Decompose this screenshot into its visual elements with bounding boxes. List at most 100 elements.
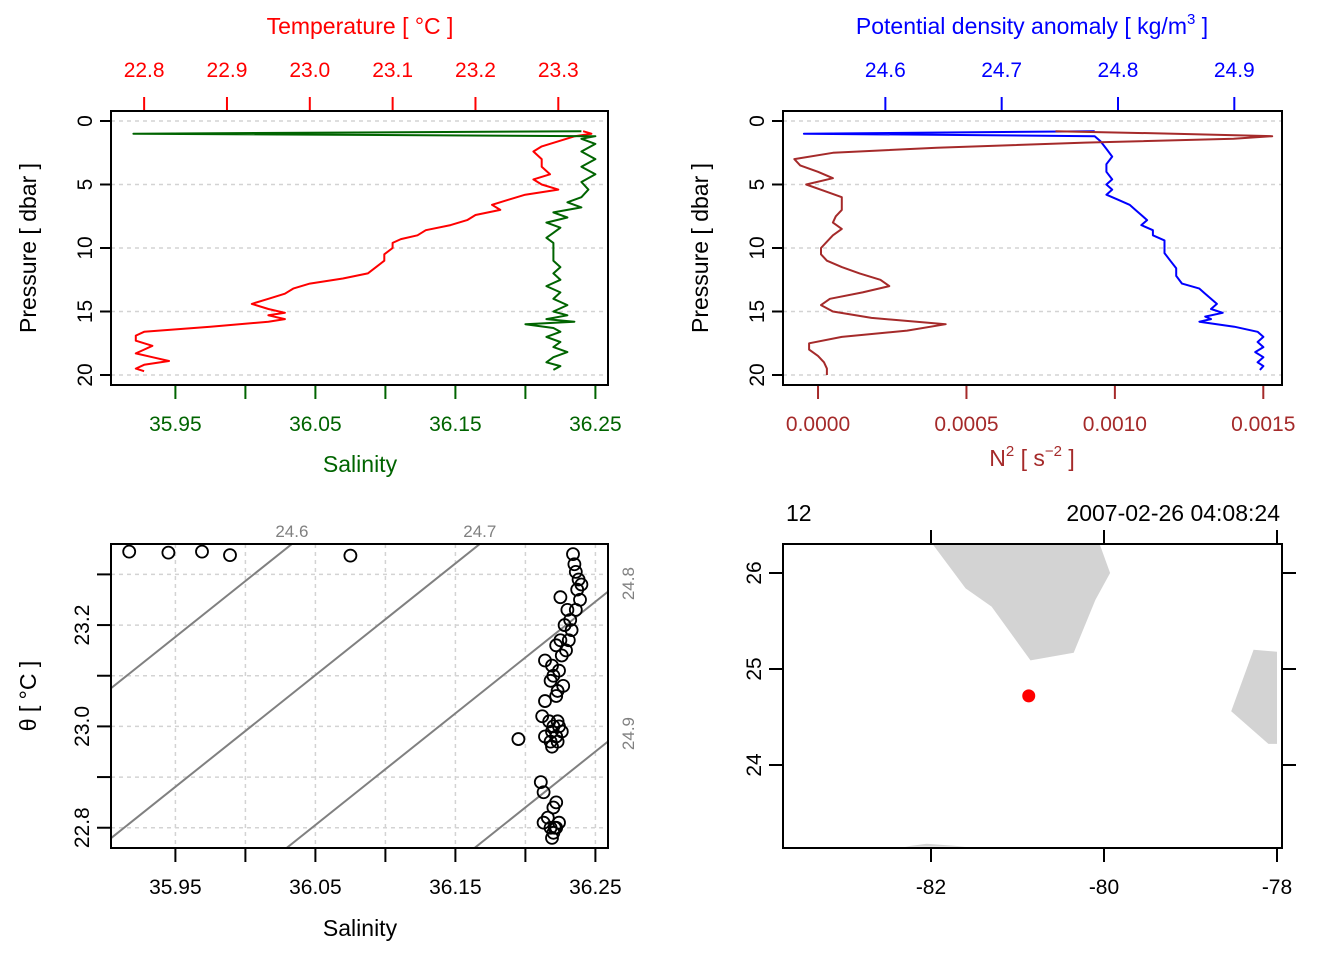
y-tick-label: 0: [746, 115, 769, 127]
y-tick-label: 5: [74, 179, 97, 191]
land-florida: [932, 544, 1111, 661]
top-axis-tick-label: 23.1: [372, 59, 413, 82]
land-andros: [1231, 649, 1277, 744]
ts-point: [223, 548, 237, 563]
lat-tick-label: 24: [743, 753, 766, 777]
y-tick-label: 5: [746, 179, 769, 191]
station-map-panel: 12 2007-02-26 04:08:24 -82 -80 -78 24 25 26: [743, 500, 1296, 899]
isopycnal-line: [111, 544, 294, 690]
bottom-axis-tick-label: 36.05: [289, 413, 342, 436]
p3-y-axis-title: θ [ °C ]: [15, 661, 41, 732]
p2-plot-frame: [782, 110, 1283, 386]
ts-point: [549, 795, 564, 810]
lon-tick-label: -78: [1262, 876, 1292, 899]
p1-bottom-axis-title: Salinity: [323, 451, 398, 477]
bottom-axis-tick-label: 36.25: [569, 413, 622, 436]
p2-y-axis-title: Pressure [ dbar ]: [687, 163, 713, 333]
ts-point: [568, 602, 583, 617]
ts-point: [560, 602, 575, 617]
top-axis-tick-label: 22.9: [207, 59, 248, 82]
isopycnal-label: 24.7: [463, 522, 496, 541]
ts-point: [195, 544, 209, 559]
map-station-number: 12: [786, 500, 812, 526]
ts-point: [546, 668, 561, 683]
p1-y-axis-title: Pressure [ dbar ]: [15, 163, 41, 333]
top-axis-tick-label: 24.8: [1098, 59, 1139, 82]
x-tick-label: 36.15: [429, 876, 482, 899]
ts-point: [538, 653, 552, 668]
ts-point: [550, 684, 565, 698]
isopycnal-line: [285, 590, 608, 848]
map-station-time: 2007-02-26 04:08:24: [1066, 500, 1280, 526]
salinity-line: [132, 130, 597, 371]
y-tick-label: 20: [746, 363, 769, 386]
bottom-axis-tick-label: 35.95: [149, 413, 202, 436]
ts-point: [564, 623, 579, 638]
ts-point: [547, 820, 562, 835]
temperature-line: [134, 130, 593, 373]
top-axis-tick-label: 24.6: [865, 59, 906, 82]
isopycnal-label: 24.8: [619, 567, 638, 600]
ts-point: [545, 830, 559, 845]
y-tick-label: 22.8: [71, 807, 94, 848]
p1-top-axis-title: Temperature [ °C ]: [267, 13, 454, 39]
p3-x-axis-title: Salinity: [323, 915, 398, 941]
ts-point: [343, 548, 358, 563]
bottom-axis-tick-label: 0.0000: [786, 413, 850, 436]
top-axis-tick-label: 24.7: [981, 59, 1022, 82]
top-axis-tick-label: 23.2: [455, 59, 496, 82]
y-tick-label: 23.2: [71, 605, 94, 646]
ts-point: [568, 564, 583, 579]
y-tick-label: 10: [74, 236, 97, 259]
y-tick-label: 10: [746, 236, 769, 259]
ts-point: [561, 633, 576, 648]
isopycnal-label: 24.9: [619, 717, 638, 750]
y-tick-label: 20: [74, 363, 97, 386]
ts-point: [566, 547, 580, 562]
ts-point: [161, 545, 176, 560]
lat-tick-label: 26: [743, 561, 766, 584]
isopycnal-label: 24.6: [275, 522, 308, 541]
lat-tick-label: 25: [743, 657, 766, 680]
ts-point: [122, 544, 137, 559]
ts-diagram-panel: θ [ °C ] Salinity 24.6 24.7 24.8 24.9 35.95…: [15, 522, 638, 941]
lon-tick-label: -80: [1089, 876, 1119, 899]
bottom-axis-tick-label: 0.0015: [1231, 413, 1295, 436]
bottom-axis-tick-label: 0.0005: [934, 413, 998, 436]
land-cuba: [905, 843, 966, 847]
p3-plot-frame: [110, 543, 609, 849]
ts-point: [536, 785, 551, 800]
top-axis-tick-label: 24.9: [1214, 59, 1255, 82]
y-tick-label: 15: [74, 300, 97, 323]
isopycnal-line: [111, 544, 482, 840]
y-tick-label: 23.0: [71, 706, 94, 747]
station-marker: [1022, 689, 1036, 703]
p2-bottom-axis-title: N2 [ s−2 ]: [989, 443, 1075, 471]
ts-point: [550, 734, 565, 749]
n2-line: [793, 130, 1274, 375]
x-tick-label: 36.05: [289, 876, 342, 899]
density-n2-profile-panel: Potential density anomaly [ kg/m3 ] Pres…: [687, 11, 1295, 471]
ts-point: [559, 643, 573, 658]
bottom-axis-tick-label: 0.0010: [1083, 413, 1147, 436]
ts-point: [511, 732, 526, 746]
p1-plot-frame: [110, 110, 609, 386]
bottom-axis-tick-label: 36.15: [429, 413, 482, 436]
p2-top-axis-title: Potential density anomaly [ kg/m3 ]: [856, 11, 1208, 39]
y-tick-label: 0: [74, 115, 97, 127]
top-axis-tick-label: 22.8: [124, 59, 165, 82]
x-tick-label: 36.25: [569, 876, 622, 899]
top-axis-tick-label: 23.0: [289, 59, 330, 82]
ts-point: [570, 582, 585, 597]
p4-map-frame: [782, 543, 1283, 849]
temperature-salinity-profile-panel: Temperature [ °C ] Pressure [ dbar ] Sal…: [15, 13, 622, 477]
ts-point: [538, 694, 552, 708]
ts-point: [533, 775, 548, 790]
y-tick-label: 15: [746, 300, 769, 323]
x-tick-label: 35.95: [149, 876, 202, 899]
ts-point: [567, 557, 582, 572]
lon-tick-label: -82: [916, 876, 946, 899]
top-axis-tick-label: 23.3: [538, 59, 579, 82]
potential-density-anomaly-line: [802, 130, 1265, 371]
